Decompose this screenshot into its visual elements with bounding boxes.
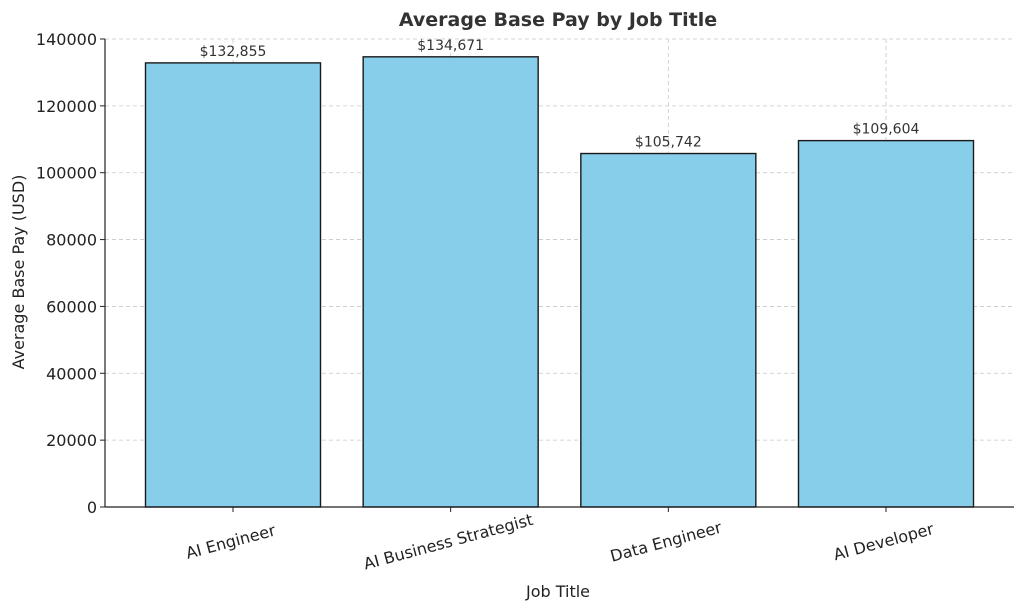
bar-value-label: $105,742 (635, 135, 702, 151)
bar-value-label: $134,671 (417, 38, 484, 54)
y-tick-label: 80000 (46, 231, 97, 250)
bar-ai-engineer (144, 62, 322, 508)
y-tick-label: 100000 (36, 164, 97, 183)
x-tick-label: AI Business Strategist (361, 510, 535, 574)
bars-layer (144, 56, 975, 508)
bar-ai-developer (797, 139, 975, 508)
bar-value-label: $109,604 (853, 122, 920, 138)
y-tick-label: 40000 (46, 364, 97, 383)
chart-title: Average Base Pay by Job Title (399, 9, 717, 31)
bar-data-engineer (580, 152, 757, 508)
y-tick-label: 60000 (46, 297, 97, 316)
y-axis-title: Average Base Pay (USD) (9, 175, 28, 370)
y-tick-label: 20000 (46, 431, 97, 450)
x-tick-label: Data Engineer (608, 518, 724, 566)
y-tick-label: 120000 (36, 97, 97, 116)
axes-layer (100, 38, 1014, 512)
x-tick-label: AI Developer (831, 519, 936, 564)
x-tick-label: AI Engineer (184, 520, 278, 562)
bar-ai-business-strategist (362, 56, 539, 508)
y-tick-label: 0 (87, 498, 97, 517)
y-tick-label: 140000 (36, 30, 97, 49)
x-axis-title: Job Title (525, 582, 590, 601)
bar-value-label: $132,855 (200, 44, 267, 60)
